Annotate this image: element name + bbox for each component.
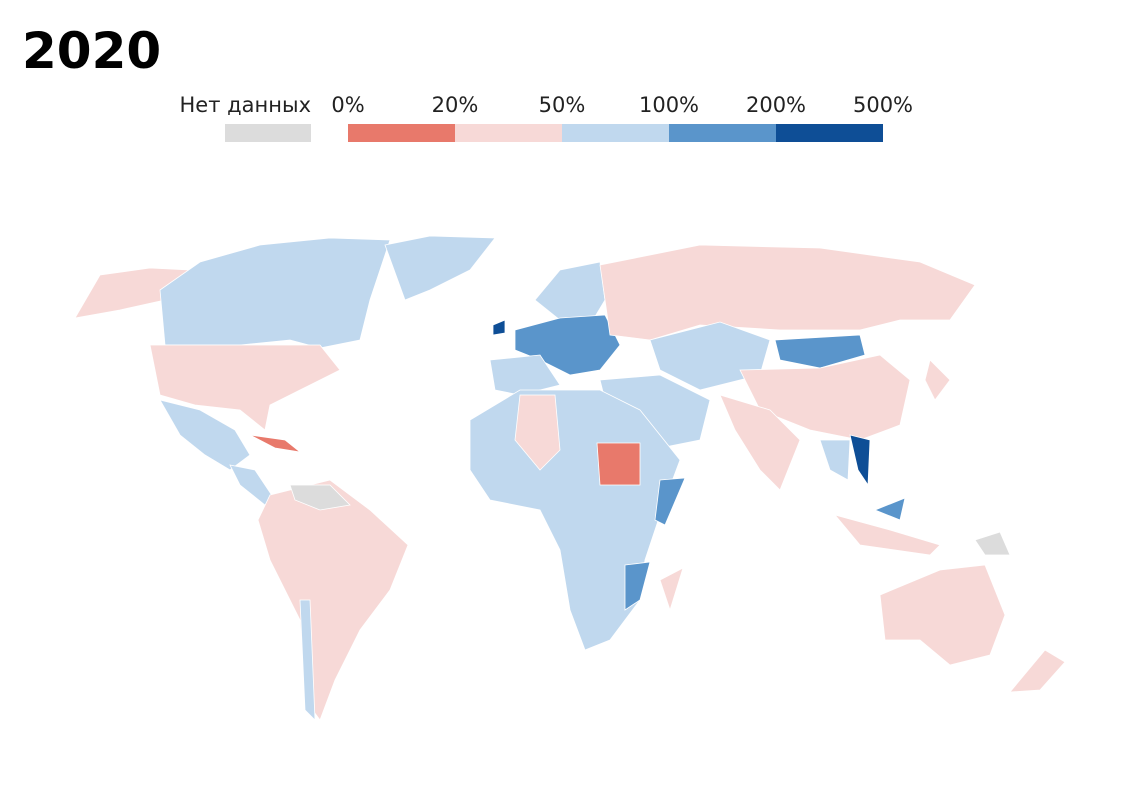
africa [469,389,681,651]
title: 2020 [22,22,161,80]
mongolia [774,334,866,369]
legend: Нет данных 0% 20% 50% 100% 200% 500% [180,93,913,142]
papua [974,531,1011,556]
world-map [74,235,1066,722]
legend-swatch [455,124,562,142]
no-data-label: Нет данных [180,93,311,117]
chile [299,599,316,722]
madagascar [659,567,684,612]
legend-tick-label: 50% [539,93,586,117]
legend-tick-label: 500% [853,93,913,117]
sudan [596,442,641,486]
legend-tick-label: 100% [639,93,699,117]
russia [599,244,976,341]
algeria [514,394,561,471]
vietnam [849,434,871,487]
south-america [257,479,409,721]
legend-swatch [776,124,883,142]
no-data-swatch [225,124,311,142]
greenland [384,235,496,301]
borneo [873,497,906,521]
japan [924,359,951,401]
australia [879,564,1006,666]
venezuela [289,484,351,511]
mexico [159,399,251,471]
canada [159,237,391,349]
new-zealand [1009,649,1066,693]
legend-tick-label: 20% [432,93,479,117]
legend-swatch [348,124,455,142]
legend-tick-label: 0% [331,93,364,117]
legend-swatch [562,124,669,142]
legend-swatch [669,124,776,142]
somalia [654,477,686,526]
india [719,394,801,491]
indochina [819,439,851,481]
legend-tick-label: 200% [746,93,806,117]
ireland [492,319,506,336]
cuba [249,434,302,453]
indonesia [833,514,941,556]
usa [149,344,341,431]
mozambique [624,561,651,611]
